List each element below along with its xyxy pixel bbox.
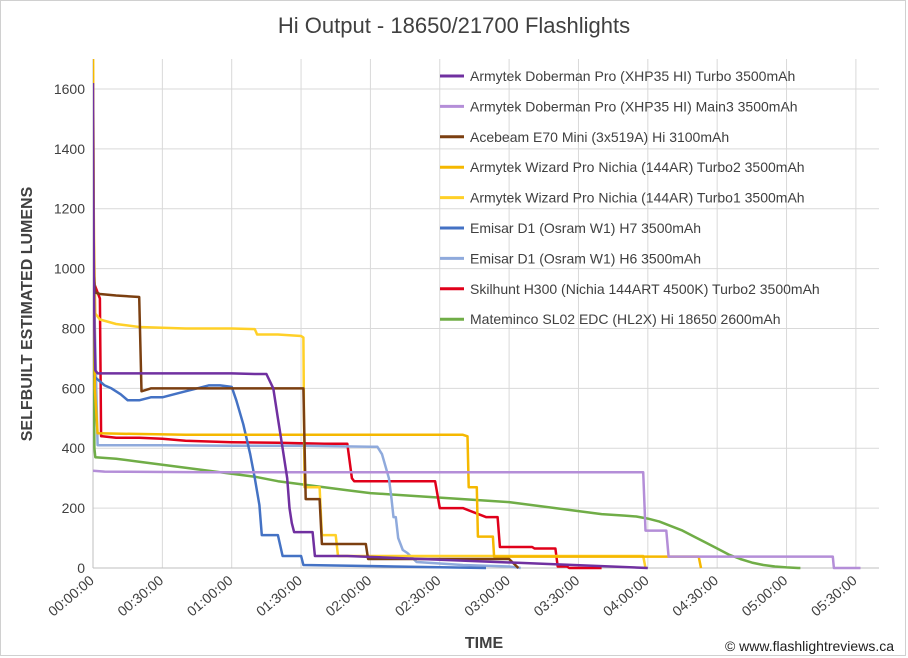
- x-tick-label: 05:30:00: [808, 572, 860, 619]
- x-tick-label: 04:30:00: [669, 572, 721, 619]
- x-tick-label: 05:00:00: [738, 572, 790, 619]
- series-line-8: [93, 282, 602, 570]
- chart-title: Hi Output - 18650/21700 Flashlights: [278, 13, 630, 38]
- legend-entry: Armytek Wizard Pro Nichia (144AR) Turbo2…: [470, 159, 805, 175]
- series-line-7: [93, 148, 521, 570]
- series-line-9: [93, 133, 801, 570]
- legend-entry: Armytek Wizard Pro Nichia (144AR) Turbo1…: [470, 190, 805, 206]
- legend-entry: Acebeam E70 Mini (3x519A) Hi 3100mAh: [470, 129, 729, 145]
- legend: Armytek Doberman Pro (XHP35 HI) Turbo 35…: [440, 68, 820, 327]
- legend-entry: Mateminco SL02 EDC (HL2X) Hi 18650 2600m…: [470, 311, 781, 327]
- axes: 0 200 400 600 800 1000 1200 1400 1600 00:00:00 00:…: [45, 59, 879, 619]
- legend-entry: Armytek Doberman Pro (XHP35 HI) Turbo 35…: [470, 68, 795, 84]
- x-tick-label: 01:00:00: [184, 572, 236, 619]
- x-tick-label: 03:30:00: [530, 572, 582, 619]
- series-line-3: [93, 268, 520, 569]
- y-tick-label: 400: [62, 440, 86, 456]
- x-tick-label: 02:00:00: [322, 572, 374, 619]
- y-tick-label: 1400: [54, 141, 85, 157]
- x-tick-label: 00:30:00: [114, 572, 166, 619]
- series-line-1: [93, 82, 648, 570]
- copyright-notice: © www.flashlightreviews.ca: [725, 638, 894, 654]
- x-tick-label: 00:00:00: [45, 572, 97, 619]
- legend-entry: Emisar D1 (Osram W1) H6 3500mAh: [470, 250, 701, 266]
- x-tick-label: 01:30:00: [253, 572, 305, 619]
- x-tick-label: 02:30:00: [392, 572, 444, 619]
- series-line-4: [93, 59, 703, 569]
- y-tick-label: 1000: [54, 261, 85, 277]
- x-axis-label: TIME: [465, 635, 504, 652]
- legend-entry: Emisar D1 (Osram W1) H7 3500mAh: [470, 220, 701, 236]
- y-tick-label: 1200: [54, 201, 85, 217]
- series-line-6: [93, 375, 487, 570]
- y-axis-label: SELFBUILT ESTIMATED LUMENS: [19, 186, 36, 441]
- y-tick-label: 800: [62, 320, 86, 336]
- x-tick-label: 04:00:00: [600, 572, 652, 619]
- y-tick-label: 600: [62, 380, 86, 396]
- series-line-2: [93, 469, 861, 570]
- y-tick-label: 1600: [54, 81, 85, 97]
- series-lines: [93, 59, 861, 570]
- legend-entry: Skilhunt H300 (Nichia 144ART 4500K) Turb…: [470, 281, 820, 297]
- y-tick-label: 0: [77, 560, 85, 576]
- legend-entry: Armytek Doberman Pro (XHP35 HI) Main3 35…: [470, 98, 798, 114]
- x-tick-label: 03:00:00: [461, 572, 513, 619]
- y-tick-label: 200: [62, 500, 86, 516]
